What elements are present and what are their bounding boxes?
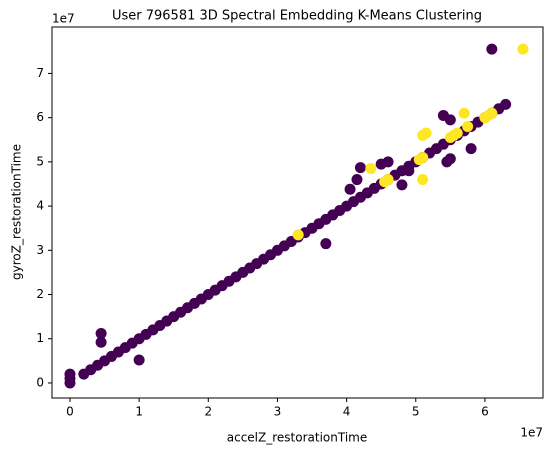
x-tick-label: 4 (343, 405, 351, 419)
point (403, 165, 415, 177)
y-tick-label: 6 (36, 110, 44, 124)
point (448, 129, 460, 141)
point (133, 354, 145, 366)
point (64, 373, 76, 385)
x-axis-label: accelZ_restorationTime (227, 431, 367, 445)
point (517, 43, 529, 55)
point (458, 107, 470, 119)
point (396, 179, 408, 191)
point (95, 327, 107, 339)
point (500, 98, 512, 110)
x-tick-label: 2 (204, 405, 212, 419)
x-tick-label: 6 (481, 405, 489, 419)
x-tick-label: 0 (66, 405, 74, 419)
chart-title: User 796581 3D Spectral Embedding K-Mean… (112, 9, 482, 24)
y-tick-label: 4 (36, 199, 44, 213)
y-axis-label: gyroZ_restorationTime (10, 144, 24, 280)
point (420, 127, 432, 139)
x-tick-label: 5 (412, 405, 420, 419)
point (465, 143, 477, 155)
y-tick-label: 0 (36, 375, 44, 389)
point (444, 114, 456, 126)
x-offset-label: 1e7 (520, 426, 543, 440)
point (462, 120, 474, 132)
point (417, 174, 429, 186)
plot-frame (51, 26, 544, 399)
y-tick-label: 1 (36, 331, 44, 345)
point (479, 112, 491, 124)
y-tick-label: 5 (36, 154, 44, 168)
point (417, 151, 429, 163)
y-offset-label: 1e7 (52, 12, 75, 26)
point (486, 43, 498, 55)
point (382, 156, 394, 168)
point (379, 176, 391, 188)
point (354, 162, 366, 174)
x-tick-label: 1 (135, 405, 143, 419)
y-tick-label: 3 (36, 243, 44, 257)
point (365, 163, 377, 175)
point (292, 229, 304, 241)
point (344, 183, 356, 195)
point (320, 238, 332, 250)
point (441, 156, 453, 168)
point (95, 336, 107, 348)
y-tick-label: 2 (36, 287, 44, 301)
point (351, 174, 363, 186)
x-tick-label: 3 (274, 405, 282, 419)
y-tick-label: 7 (36, 66, 44, 80)
